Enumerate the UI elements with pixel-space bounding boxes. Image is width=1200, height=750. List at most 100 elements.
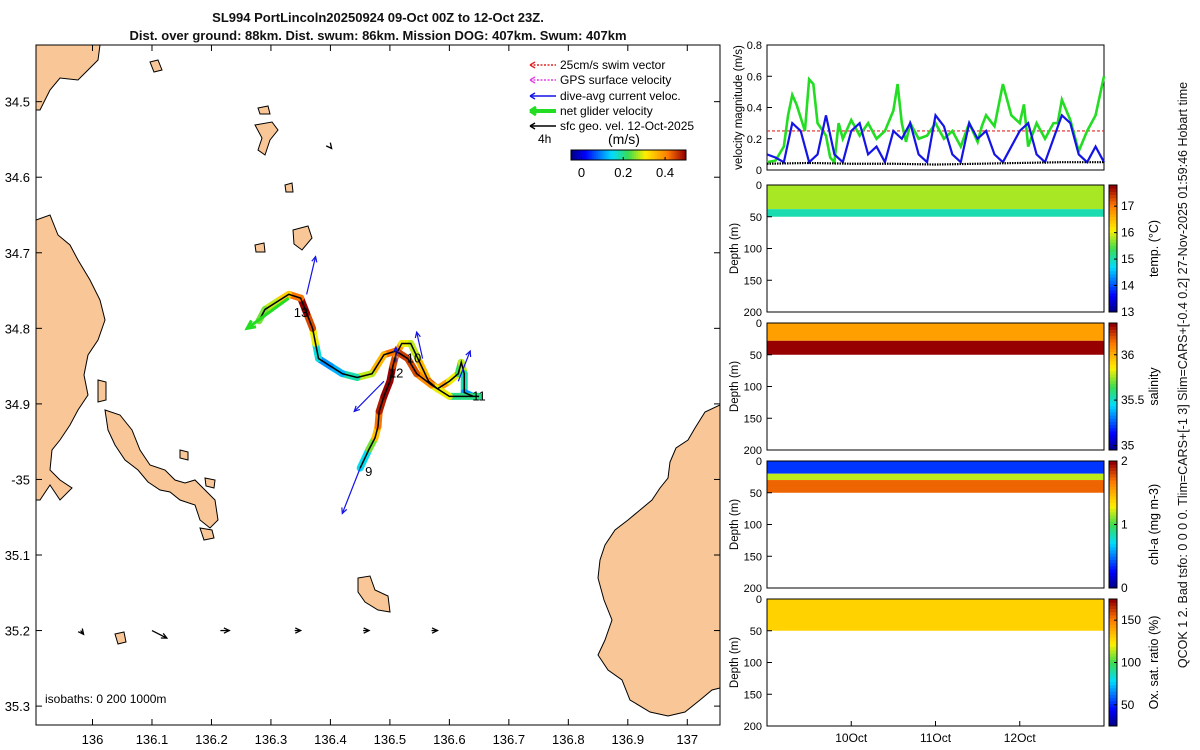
day-label: 9 — [365, 464, 372, 479]
colorbar-swatch — [649, 150, 652, 160]
colorbar-swatch — [580, 150, 583, 160]
colorbar-swatch — [682, 150, 685, 160]
colorbar-swatch — [615, 150, 618, 160]
colorbar-tick-label: 0 — [578, 165, 585, 180]
colorbar-swatch — [578, 150, 582, 160]
map-y-tick-label: 35.1 — [5, 548, 30, 563]
colorbar-swatch — [626, 150, 629, 160]
colorbar-swatch — [617, 150, 620, 160]
colorbar-swatch — [603, 150, 606, 160]
map-y-tick-label: 35.3 — [5, 699, 30, 714]
colorbar-swatch — [607, 150, 610, 160]
day-label: 13 — [294, 305, 308, 320]
legend-gps-velocity: GPS surface velocity — [560, 73, 671, 87]
map-x-tick-label: 136.8 — [552, 732, 585, 747]
colorbar-swatch — [647, 150, 651, 160]
map-y-tick-label: 34.9 — [5, 397, 30, 412]
colorbar-swatch — [643, 150, 647, 160]
colorbar-swatch — [594, 150, 597, 160]
colorbar-swatch — [620, 150, 624, 160]
map-y-tick-label: -35 — [11, 472, 30, 487]
colorbar-swatch — [595, 150, 599, 160]
map-title-line1: SL994 PortLincoln20250924 09-Oct 00Z to … — [212, 10, 544, 25]
colorbar-swatch — [609, 150, 612, 160]
map-y-tick-label: 34.8 — [5, 321, 30, 336]
map-x-tick-label: 136.7 — [493, 732, 526, 747]
geo-velocity-vector — [294, 627, 303, 634]
colorbar-swatch — [636, 150, 639, 160]
map-legend: 25cm/s swim vector GPS surface velocity … — [529, 58, 694, 147]
colorbar-swatch — [588, 150, 591, 160]
colorbar-swatch — [571, 150, 574, 160]
legend-net-velocity: net glider velocity — [560, 104, 653, 118]
geo-velocity-vector — [363, 627, 371, 634]
day-label: 12 — [389, 366, 403, 381]
colorbar-swatch — [582, 150, 585, 160]
map-x-tick-label: 136.4 — [314, 732, 347, 747]
colorbar-swatch — [663, 150, 666, 160]
map-x-tick-label: 136.6 — [433, 732, 466, 747]
legend-swim-vector: 25cm/s swim vector — [560, 58, 665, 72]
colorbar-swatch — [574, 150, 578, 160]
colorbar-swatch — [576, 150, 580, 160]
current-vector — [414, 330, 424, 359]
current-vector — [353, 380, 385, 413]
map-x-tick-label: 136.1 — [136, 732, 169, 747]
colorbar-swatch — [599, 150, 603, 160]
colorbar-swatch — [590, 150, 593, 160]
map-x-tick-label: 136.9 — [612, 732, 645, 747]
colorbar-swatch — [630, 150, 633, 160]
geo-velocity-vector — [77, 628, 85, 636]
map-x-tick-label: 136.3 — [255, 732, 288, 747]
current-vector — [341, 467, 361, 515]
colorbar-swatch — [680, 150, 683, 160]
colorbar-swatch — [613, 150, 616, 160]
map-x-tick-label: 136.2 — [195, 732, 228, 747]
map-y-tick-label: 34.6 — [5, 170, 30, 185]
current-vector — [306, 255, 318, 295]
map-x-tick-label: 137 — [676, 732, 698, 747]
net-glider-vector — [244, 296, 290, 331]
colorbar-swatch — [622, 150, 626, 160]
map-y-tick-label: 35.2 — [5, 624, 30, 639]
colorbar-swatch — [618, 150, 622, 160]
day-label: 11 — [472, 388, 486, 403]
map-axes-box — [35, 44, 721, 726]
colorbar-swatch — [611, 150, 614, 160]
map-colorbar-title: (m/s) — [608, 131, 640, 147]
colorbar-swatch — [659, 150, 662, 160]
geo-velocity-vector — [325, 142, 333, 150]
colorbar-swatch — [651, 150, 654, 160]
colorbar-swatch — [584, 150, 587, 160]
colorbar-swatch — [653, 150, 656, 160]
colorbar-swatch — [657, 150, 660, 160]
colorbar-swatch — [592, 150, 595, 160]
colorbar-swatch — [674, 150, 677, 160]
colorbar-swatch — [666, 150, 670, 160]
map-y-tick-label: 34.5 — [5, 95, 30, 110]
current-vector — [392, 345, 399, 363]
coastline-land — [36, 45, 720, 717]
colorbar-swatch — [684, 150, 687, 160]
qc-status-label: QCOK 1 2. Bad tsfo: 0 0 0 0. Tlim=CARS+[… — [1176, 81, 1190, 669]
map-x-tick-label: 136 — [82, 732, 104, 747]
colorbar-swatch — [670, 150, 674, 160]
colorbar-swatch — [672, 150, 675, 160]
map-x-tick-label: 136.5 — [374, 732, 407, 747]
legend-geo-velocity: sfc geo. vel. 12-Oct-2025 — [560, 119, 694, 133]
colorbar-swatch — [640, 150, 643, 160]
colorbar-swatch — [632, 150, 635, 160]
colorbar-swatch — [655, 150, 658, 160]
colorbar-swatch — [597, 150, 601, 160]
colorbar-swatch — [628, 150, 631, 160]
colorbar-swatch — [638, 150, 641, 160]
colorbar-swatch — [661, 150, 664, 160]
day-label: 10 — [407, 351, 421, 366]
current-vector — [457, 349, 472, 382]
colorbar-swatch — [668, 150, 672, 160]
map-colorbar: 0 0.2 0.4 — [570, 149, 687, 180]
colorbar-swatch — [664, 150, 668, 160]
map-title-line2: Dist. over ground: 88km. Dist. swum: 86k… — [129, 28, 627, 43]
colorbar-swatch — [634, 150, 637, 160]
